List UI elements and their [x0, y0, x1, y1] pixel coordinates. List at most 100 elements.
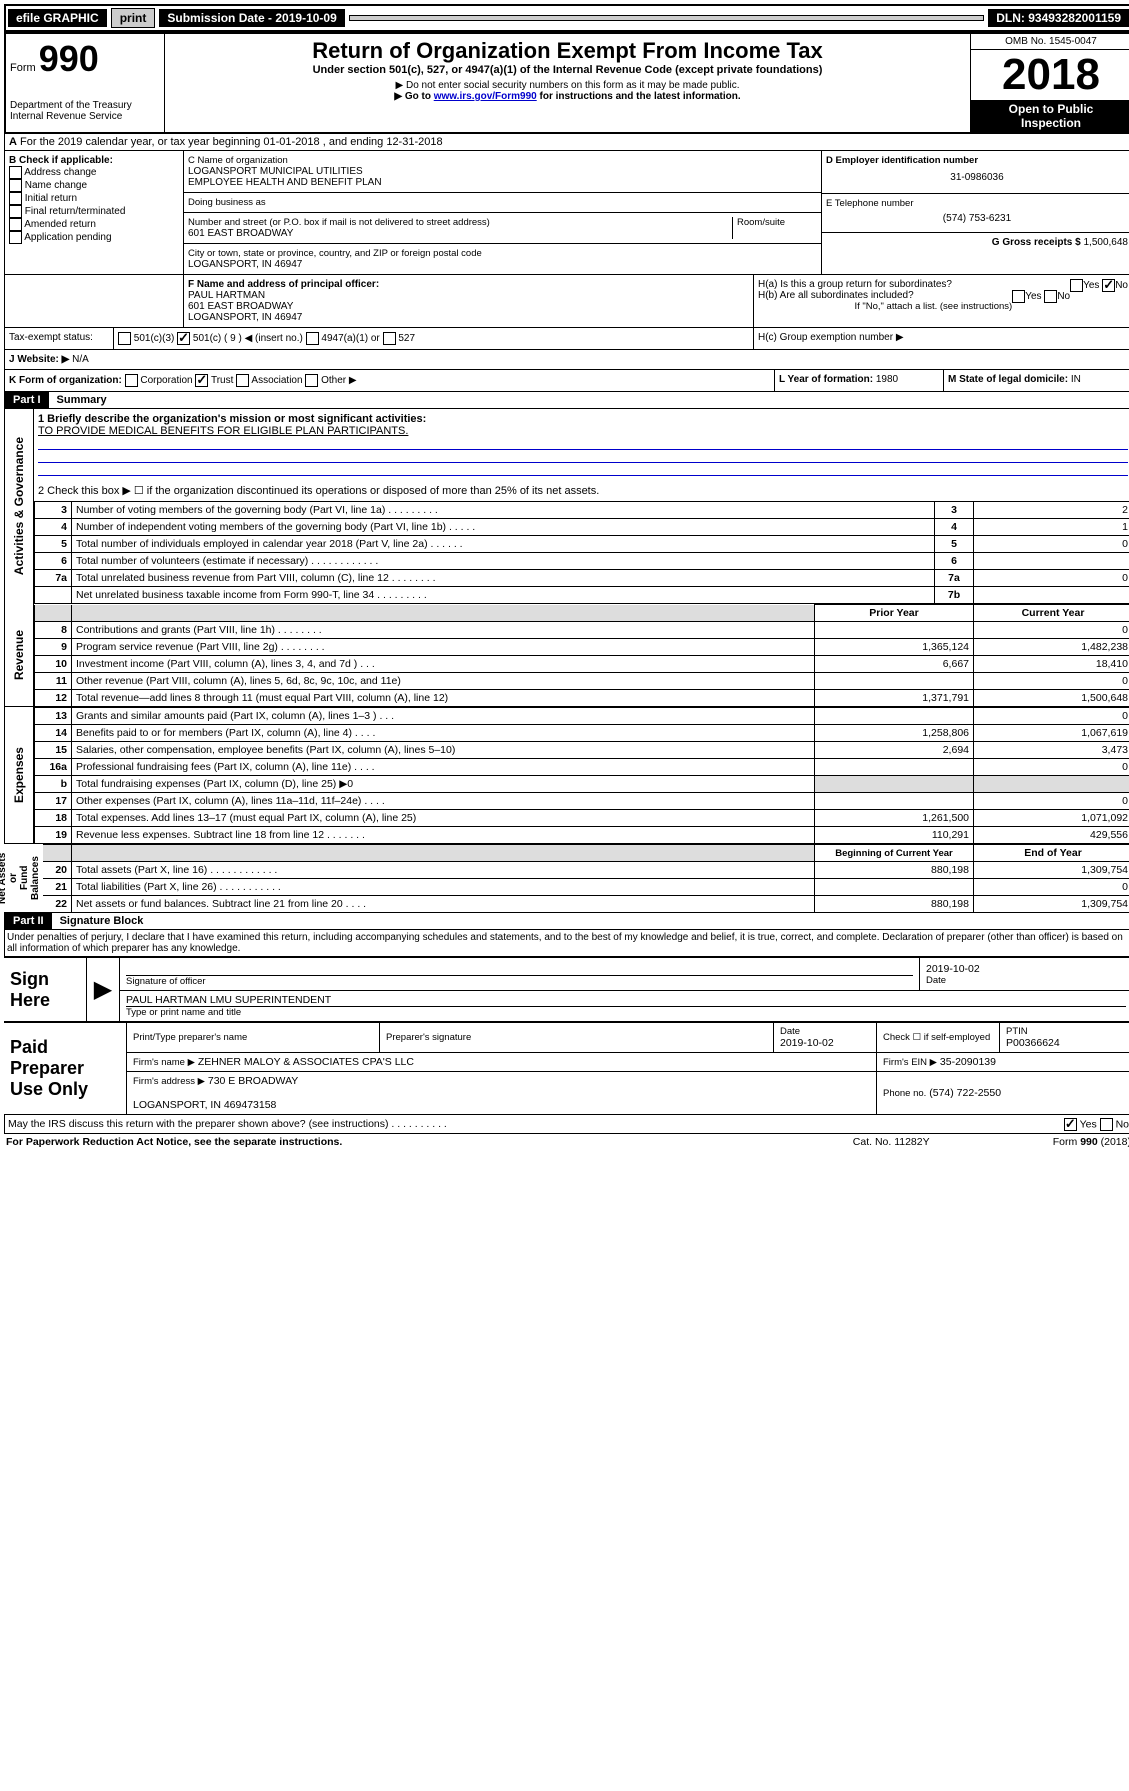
officer-name: PAUL HARTMAN	[188, 290, 265, 301]
hb-note: If "No," attach a list. (see instruction…	[758, 301, 1128, 312]
sig-name: PAUL HARTMAN LMU SUPERINTENDENT	[126, 994, 1126, 1007]
ptin-label: PTIN	[1006, 1026, 1126, 1037]
org-name: LOGANSPORT MUNICIPAL UTILITIES EMPLOYEE …	[188, 166, 817, 188]
prep-sig-label: Preparer's signature	[386, 1032, 767, 1043]
checkbox[interactable]	[9, 166, 22, 179]
top-bar: efile GRAPHIC print Submission Date - 20…	[4, 4, 1129, 32]
room-label: Room/suite	[737, 217, 817, 228]
box-b: B Check if applicable: Address change Na…	[5, 151, 184, 274]
dept-label: Department of the Treasury Internal Reve…	[10, 100, 160, 122]
mission-text: TO PROVIDE MEDICAL BENEFITS FOR ELIGIBLE…	[38, 425, 408, 437]
submission-date: Submission Date - 2019-10-09	[159, 9, 344, 27]
gross-value: 1,500,648	[1084, 237, 1129, 248]
form-header: Form 990 Department of the Treasury Inte…	[4, 32, 1129, 134]
ha-no[interactable]	[1102, 279, 1115, 292]
form-label: Form	[10, 62, 36, 74]
part1-title: Summary	[49, 392, 115, 408]
netassets-vlabel: Net Assets or Fund Balances	[0, 844, 43, 912]
ha-text: H(a) Is this a group return for subordin…	[758, 279, 952, 290]
preparer-table: Paid Preparer Use Only Print/Type prepar…	[4, 1022, 1129, 1115]
officer-addr: 601 EAST BROADWAY LOGANSPORT, IN 46947	[188, 301, 302, 323]
firm-addr-label: Firm's address ▶	[133, 1076, 205, 1087]
open-public: Open to Public Inspection	[971, 100, 1129, 132]
expenses-vlabel: Expenses	[10, 743, 28, 807]
prior-year-header: Prior Year	[815, 605, 974, 622]
tax-status-options: 501(c)(3) 501(c) ( 9 ) ◀ (insert no.) 49…	[114, 328, 754, 349]
gross-label: G Gross receipts $	[992, 237, 1081, 248]
phone-value: (574) 753-6231	[826, 209, 1128, 228]
current-year-header: Current Year	[974, 605, 1129, 622]
box-l-label: L Year of formation:	[779, 374, 873, 385]
k-opt-check[interactable]	[195, 374, 208, 387]
note-ssn: ▶ Do not enter social security numbers o…	[169, 80, 966, 91]
city-value: LOGANSPORT, IN 46947	[188, 259, 817, 270]
q1-label: 1 Briefly describe the organization's mi…	[38, 413, 426, 425]
checkbox[interactable]	[9, 218, 22, 231]
part2-title: Signature Block	[52, 913, 152, 929]
website-label: Website: ▶	[17, 354, 69, 365]
hb-yes[interactable]	[1012, 290, 1025, 303]
info-grid: B Check if applicable: Address change Na…	[4, 151, 1129, 275]
dln-label: DLN: 93493282001159	[988, 9, 1129, 27]
firm-ein-label: Firm's EIN ▶	[883, 1057, 937, 1068]
discuss-no[interactable]	[1100, 1118, 1113, 1131]
k-opt-check[interactable]	[236, 374, 249, 387]
hb-text: H(b) Are all subordinates included?	[758, 290, 914, 301]
cat-number: Cat. No. 11282Y	[853, 1136, 1053, 1148]
prep-date: 2019-10-02	[780, 1037, 834, 1049]
addr-label: Number and street (or P.O. box if mail i…	[188, 217, 732, 228]
print-button[interactable]: print	[111, 8, 156, 28]
ha-yes[interactable]	[1070, 279, 1083, 292]
box-b-title: B Check if applicable:	[9, 155, 113, 166]
note-goto-post: for instructions and the latest informat…	[540, 91, 741, 102]
irs-link[interactable]: www.irs.gov/Form990	[434, 91, 537, 102]
city-label: City or town, state or province, country…	[188, 248, 817, 259]
governance-section: Activities & Governance 1 Briefly descri…	[4, 409, 1129, 604]
spacer	[349, 15, 984, 21]
street-address: 601 EAST BROADWAY	[188, 228, 732, 239]
begin-year-header: Beginning of Current Year	[815, 845, 974, 862]
checkbox[interactable]	[9, 192, 22, 205]
paid-preparer-label: Paid Preparer Use Only	[10, 1037, 88, 1099]
firm-phone: (574) 722-2550	[929, 1087, 1001, 1099]
website-value: N/A	[72, 354, 89, 365]
discuss-yes[interactable]	[1064, 1118, 1077, 1131]
part2-label: Part II	[5, 913, 52, 929]
form-number: 990	[39, 38, 99, 79]
sig-date-label: Date	[926, 975, 1126, 986]
omb-label: OMB No. 1545-0047	[971, 34, 1129, 50]
section-a: A For the 2019 calendar year, or tax yea…	[4, 134, 1129, 151]
prep-name-label: Print/Type preparer's name	[133, 1032, 373, 1043]
discuss-text: May the IRS discuss this return with the…	[8, 1118, 447, 1130]
sig-name-label: Type or print name and title	[126, 1007, 1126, 1018]
checkbox[interactable]	[9, 179, 22, 192]
signature-table: Sign Here ▶ Signature of officer 2019-10…	[4, 957, 1129, 1022]
phone-label: E Telephone number	[826, 198, 1128, 209]
form-title: Return of Organization Exempt From Incom…	[169, 38, 966, 64]
ein-label: D Employer identification number	[826, 155, 978, 166]
checkbox[interactable]	[9, 205, 22, 218]
tax-year: 2018	[971, 50, 1129, 100]
tax-opt-check[interactable]	[383, 332, 396, 345]
k-opt-check[interactable]	[305, 374, 318, 387]
name-label: C Name of organization	[188, 155, 817, 166]
revenue-vlabel: Revenue	[10, 626, 28, 684]
box-l-value: 1980	[876, 374, 898, 385]
tax-opt-check[interactable]	[177, 332, 190, 345]
box-m-value: IN	[1071, 374, 1081, 385]
k-opt-check[interactable]	[125, 374, 138, 387]
checkbox[interactable]	[9, 231, 22, 244]
box-k-label: K Form of organization:	[9, 375, 122, 386]
form-footer: Form 990 (2018)	[1053, 1136, 1129, 1148]
note-goto-pre: ▶ Go to	[394, 91, 433, 102]
end-year-header: End of Year	[974, 845, 1129, 862]
efile-label: efile GRAPHIC	[8, 9, 107, 27]
tax-opt-check[interactable]	[118, 332, 131, 345]
prep-check-label: Check ☐ if self-employed	[877, 1023, 1000, 1053]
firm-name-label: Firm's name ▶	[133, 1057, 195, 1068]
tax-opt-check[interactable]	[306, 332, 319, 345]
hb-no[interactable]	[1044, 290, 1057, 303]
ptin-value: P00366624	[1006, 1037, 1060, 1049]
sign-arrow-icon: ▶	[87, 958, 120, 1022]
part1-label: Part I	[5, 392, 49, 408]
